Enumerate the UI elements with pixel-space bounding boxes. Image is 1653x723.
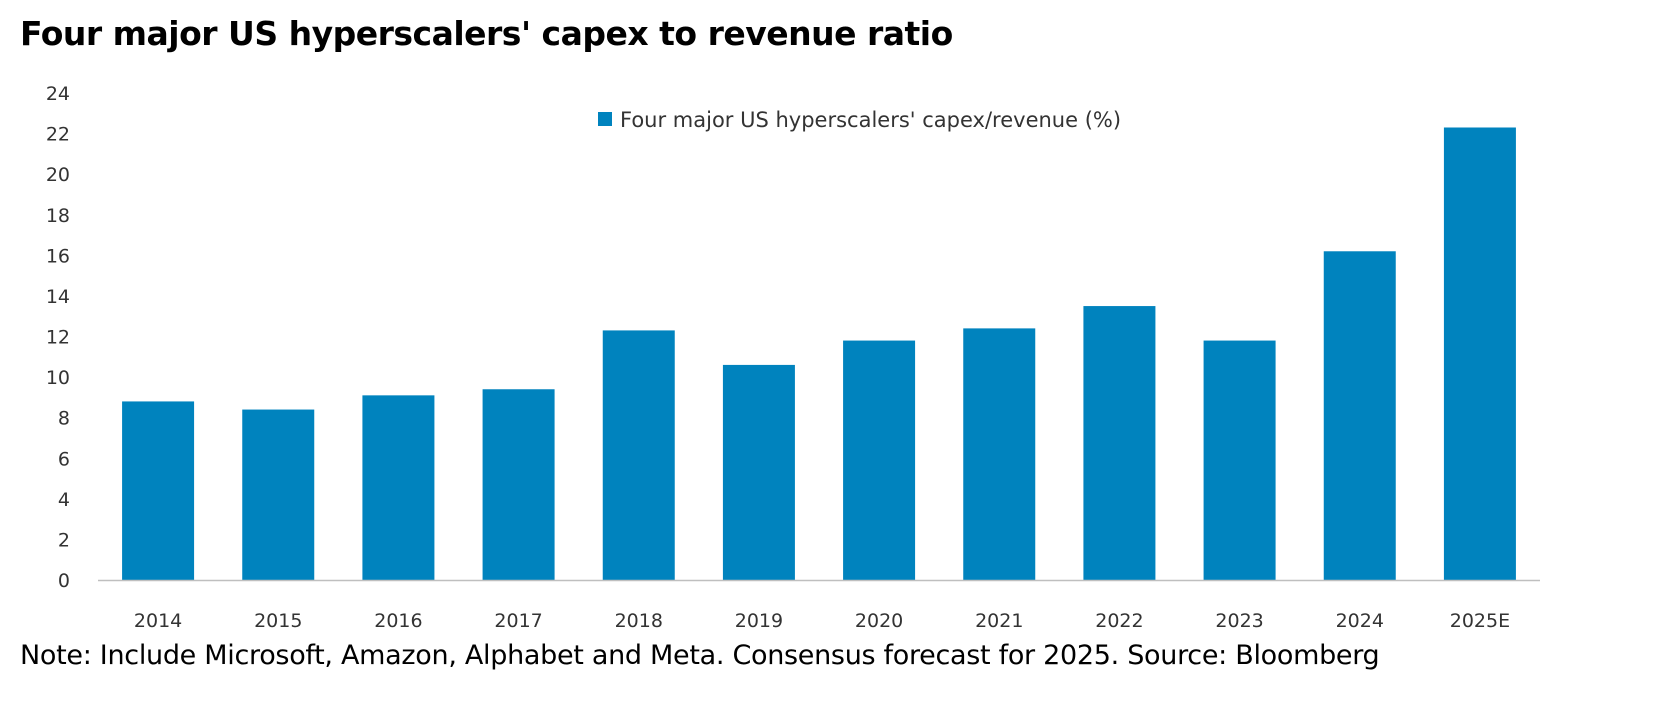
x-tick-label: 2014 (134, 610, 182, 632)
x-tick-label: 2020 (855, 610, 903, 632)
bar-2024 (1323, 251, 1396, 580)
y-tick-label: 8 (58, 408, 70, 430)
bar-2017 (482, 389, 555, 580)
y-tick-label: 10 (46, 367, 70, 389)
bar-2025E (1443, 127, 1516, 580)
x-tick-label: 2023 (1215, 610, 1263, 632)
x-tick-label: 2024 (1336, 610, 1384, 632)
x-tick-label: 2021 (975, 610, 1023, 632)
bar-2022 (1083, 306, 1156, 580)
y-tick-label: 0 (58, 570, 70, 592)
y-tick-label: 24 (46, 83, 70, 105)
y-tick-label: 6 (58, 448, 70, 470)
x-tick-label: 2025E (1450, 610, 1510, 632)
bar-2023 (1203, 340, 1276, 580)
legend-label: Four major US hyperscalers' capex/revenu… (620, 108, 1121, 132)
x-tick-label: 2018 (615, 610, 663, 632)
bar-2016 (362, 395, 435, 580)
y-tick-label: 2 (58, 529, 70, 551)
x-tick-label: 2017 (494, 610, 542, 632)
legend-swatch (598, 112, 612, 126)
y-tick-label: 22 (46, 124, 70, 146)
bar-2014 (122, 401, 195, 580)
y-tick-label: 20 (46, 164, 70, 186)
chart-note: Note: Include Microsoft, Amazon, Alphabe… (20, 640, 1380, 671)
x-tick-label: 2016 (374, 610, 422, 632)
y-tick-label: 14 (46, 286, 70, 308)
chart-title: Four major US hyperscalers' capex to rev… (20, 14, 953, 53)
bar-2018 (602, 330, 675, 580)
y-tick-label: 4 (58, 489, 70, 511)
x-tick-label: 2022 (1095, 610, 1143, 632)
bar-2015 (242, 409, 315, 580)
bar-2020 (843, 340, 916, 580)
y-tick-label: 12 (46, 327, 70, 349)
x-tick-label: 2015 (254, 610, 302, 632)
y-tick-label: 18 (46, 205, 70, 227)
bar-2021 (963, 328, 1036, 580)
bar-2019 (722, 364, 795, 580)
y-tick-label: 16 (46, 245, 70, 267)
x-tick-label: 2019 (735, 610, 783, 632)
